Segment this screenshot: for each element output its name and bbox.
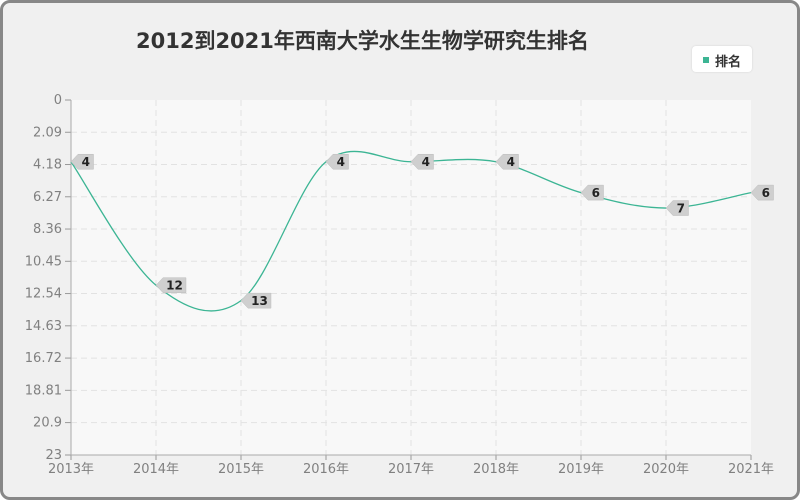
x-tick-label: 2020年 — [643, 462, 689, 477]
y-tick-label: 8.36 — [33, 222, 62, 237]
legend-swatch — [703, 57, 709, 63]
data-label: 7 — [677, 202, 685, 216]
y-tick-label: 23 — [45, 448, 62, 463]
y-tick-label: 6.27 — [33, 190, 62, 205]
data-label: 6 — [592, 186, 600, 200]
y-tick-label: 4.18 — [33, 158, 62, 173]
y-tick-label: 14.63 — [25, 319, 62, 334]
y-tick-label: 16.72 — [25, 351, 62, 366]
y-tick-label: 0 — [54, 93, 62, 108]
data-label: 6 — [762, 186, 770, 200]
data-point-marker — [750, 184, 774, 201]
data-point-marker — [665, 200, 689, 216]
data-point-marker — [240, 292, 272, 309]
x-tick-label: 2017年 — [388, 462, 434, 477]
data-point-marker — [325, 153, 349, 170]
legend[interactable]: 排名 — [692, 46, 752, 72]
data-point-marker — [155, 277, 187, 293]
x-tick-label: 2019年 — [558, 462, 604, 477]
data-label: 4 — [507, 155, 515, 169]
data-label: 13 — [251, 294, 268, 308]
data-label: 4 — [82, 155, 90, 169]
data-point-marker — [495, 153, 519, 170]
x-tick-label: 2021年 — [728, 462, 774, 477]
y-tick-label: 20.9 — [33, 416, 62, 431]
y-tick-label: 12.54 — [25, 287, 62, 302]
legend-label: 排名 — [715, 55, 742, 70]
data-point-marker — [410, 153, 434, 170]
data-point-marker — [580, 184, 604, 201]
chart-title: 2012到2021年西南大学水生生物学研究生排名 — [136, 29, 589, 53]
series-line — [70, 150, 752, 312]
y-tick-label: 10.45 — [25, 254, 62, 269]
x-tick-label: 2016年 — [303, 462, 349, 477]
x-tick-label: 2013年 — [48, 462, 94, 477]
data-point-marker — [70, 153, 94, 170]
x-tick-label: 2014年 — [133, 462, 179, 477]
y-tick-label: 2.09 — [33, 125, 62, 140]
data-label: 12 — [166, 279, 183, 293]
y-tick-label: 18.81 — [25, 383, 62, 398]
x-tick-label: 2015年 — [218, 462, 264, 477]
data-label: 4 — [422, 155, 430, 169]
x-tick-label: 2018年 — [473, 462, 519, 477]
data-label: 4 — [337, 155, 345, 169]
